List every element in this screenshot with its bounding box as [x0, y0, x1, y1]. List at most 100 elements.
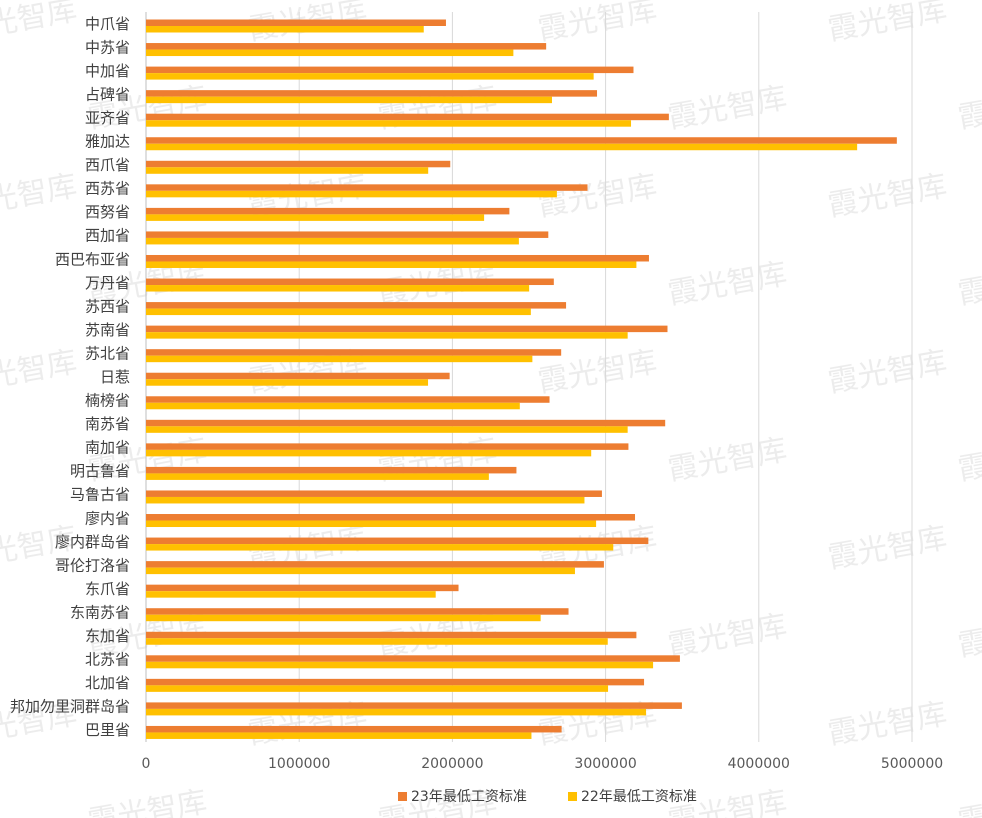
category-labels: 中爪省中苏省中加省占碑省亚齐省雅加达西爪省西苏省西努省西加省西巴布亚省万丹省苏西…	[10, 15, 130, 739]
bar-23	[146, 160, 451, 168]
bar-23	[146, 90, 598, 97]
bar-23	[146, 113, 669, 121]
x-tick-label: 4000000	[728, 756, 790, 772]
x-tick-label: 1000000	[268, 756, 330, 772]
bar-23	[146, 655, 680, 662]
bar-23	[146, 396, 550, 403]
category-label: 苏北省	[85, 344, 130, 362]
x-tick-labels: 0 1000000 2000000 3000000 4000000 5000000	[142, 756, 944, 772]
category-label: 东爪省	[85, 580, 130, 598]
bar-23	[146, 19, 446, 26]
bar-22	[146, 614, 541, 622]
watermark-text: 霞光智库	[375, 81, 499, 136]
bar-23	[146, 419, 666, 427]
bar-22	[146, 96, 552, 104]
bar-23	[146, 302, 567, 309]
bar-22	[146, 167, 429, 174]
category-label: 中爪省	[85, 15, 130, 33]
bar-22	[146, 473, 489, 480]
category-label: 南加省	[85, 439, 130, 457]
category-label: 北加省	[85, 674, 130, 692]
bar-23	[146, 678, 645, 686]
bar-22	[146, 237, 519, 245]
bar-23	[146, 184, 588, 191]
category-label: 日惹	[100, 368, 130, 386]
bar-22	[146, 708, 647, 716]
bar-22	[146, 73, 594, 80]
bar-23	[146, 254, 649, 262]
bar-22	[146, 638, 608, 645]
bar-23	[146, 725, 562, 733]
bar-22	[146, 661, 654, 669]
bar-23	[146, 207, 510, 215]
watermark-text: 霞光智库	[955, 81, 982, 136]
watermark-text: 霞光智库	[955, 433, 982, 488]
bar-23	[146, 490, 602, 497]
bar-22	[146, 496, 585, 504]
category-label: 中苏省	[85, 38, 130, 56]
bar-23	[146, 137, 897, 144]
bar-22	[146, 449, 592, 457]
bar-23	[146, 537, 649, 545]
watermark-text: 霞光智库	[665, 257, 789, 312]
watermark-text: 霞光智库	[665, 609, 789, 664]
bar-22	[146, 520, 597, 528]
bar-22	[146, 332, 628, 339]
x-tick-label: 5000000	[881, 756, 943, 772]
category-label: 苏南省	[85, 321, 130, 339]
bar-23	[146, 631, 637, 639]
bar-23	[146, 231, 549, 238]
bar-22	[146, 120, 632, 127]
legend-swatch-23	[398, 792, 407, 801]
bar-23	[146, 561, 604, 568]
bar-22	[146, 26, 424, 33]
legend-label-22: 22年最低工资标准	[581, 789, 697, 805]
category-label: 廖内群岛省	[55, 533, 130, 551]
bar-23	[146, 278, 554, 286]
watermark-text: 霞光智库	[955, 785, 982, 818]
legend-swatch-22	[568, 792, 577, 801]
watermark-text: 霞光智库	[0, 169, 80, 224]
category-label: 西巴布亚省	[55, 250, 130, 268]
bar-22	[146, 285, 530, 292]
bar-22	[146, 379, 429, 386]
category-label: 南苏省	[85, 415, 130, 433]
bar-23	[146, 608, 569, 615]
bar-22	[146, 732, 532, 739]
bar-22	[146, 261, 637, 268]
category-label: 中加省	[85, 62, 130, 80]
category-label: 东加省	[85, 627, 130, 645]
x-tick-label: 0	[142, 756, 151, 772]
category-label: 东南苏省	[70, 603, 130, 621]
bar-23	[146, 702, 682, 709]
bar-22	[146, 402, 520, 410]
watermark-text: 霞光智库	[0, 345, 80, 400]
bar-23	[146, 443, 629, 450]
bar-23	[146, 466, 517, 474]
category-label: 西苏省	[85, 180, 130, 198]
category-label: 亚齐省	[85, 109, 130, 127]
watermark-text: 霞光智库	[825, 521, 949, 576]
legend: 23年最低工资标准 22年最低工资标准	[398, 789, 697, 805]
bar-23	[146, 584, 459, 592]
category-label: 邦加勿里洞群岛省	[10, 698, 130, 716]
bars	[146, 19, 897, 739]
watermark-text: 霞光智库	[955, 609, 982, 664]
bar-22	[146, 49, 514, 57]
category-label: 西加省	[85, 227, 130, 245]
watermark-text: 霞光智库	[665, 81, 789, 136]
bar-23	[146, 514, 636, 521]
watermark-text: 霞光智库	[955, 257, 982, 312]
category-label: 北苏省	[85, 651, 130, 669]
watermark-text: 霞光智库	[85, 785, 209, 818]
bar-22	[146, 190, 557, 198]
watermark-text: 霞光智库	[0, 0, 80, 48]
bar-22	[146, 685, 609, 692]
category-label: 占碑省	[85, 85, 130, 103]
category-label: 西努省	[85, 203, 130, 221]
bar-22	[146, 355, 533, 363]
category-label: 雅加达	[85, 133, 130, 151]
x-tick-label: 2000000	[421, 756, 483, 772]
category-label: 哥伦打洛省	[55, 556, 130, 574]
